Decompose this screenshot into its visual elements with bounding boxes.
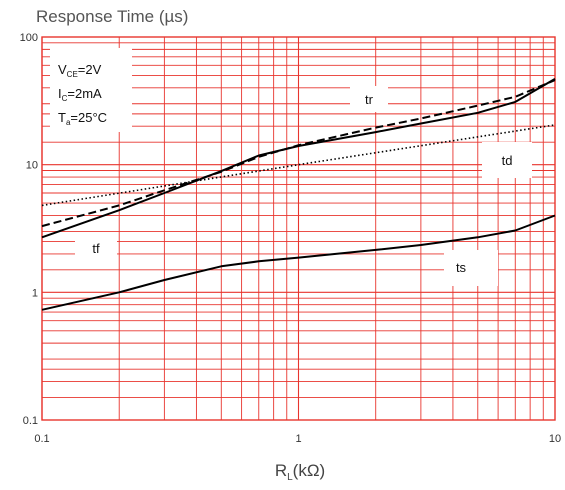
x-axis-label: RL(kΩ) bbox=[275, 461, 325, 483]
series-label-tf: tf bbox=[92, 241, 100, 256]
condition-vce: VCE=2V bbox=[58, 62, 102, 79]
x-tick-labels: 0.1 1 10 bbox=[34, 433, 561, 445]
y-tick-label: 1 bbox=[32, 287, 38, 299]
series-label-ts: ts bbox=[456, 260, 467, 275]
series-label-tr: tr bbox=[365, 92, 374, 107]
x-tick-label: 0.1 bbox=[34, 433, 49, 445]
chart-title: Response Time (µs) bbox=[36, 7, 188, 26]
x-tick-label: 1 bbox=[295, 433, 301, 445]
y-tick-label: 100 bbox=[20, 32, 38, 44]
condition-ta: Ta=25°C bbox=[58, 110, 107, 127]
y-tick-label: 0.1 bbox=[23, 415, 38, 427]
y-tick-labels: 0.1 1 10 100 bbox=[20, 32, 38, 427]
label-box-ts bbox=[444, 250, 498, 286]
x-tick-label: 10 bbox=[549, 433, 561, 445]
series-label-td: td bbox=[502, 153, 513, 168]
y-tick-label: 10 bbox=[26, 160, 38, 172]
